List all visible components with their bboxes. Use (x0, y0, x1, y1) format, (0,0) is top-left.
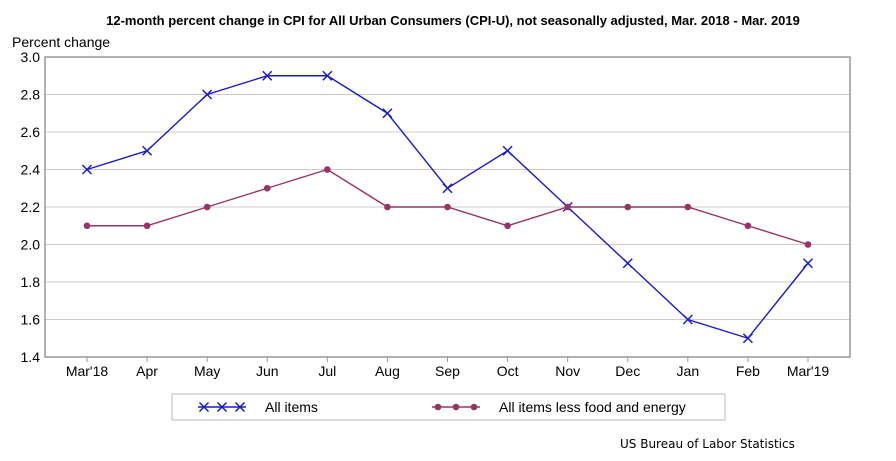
data-point (384, 203, 391, 211)
legend-marker (434, 403, 442, 411)
legend-marker (234, 401, 246, 413)
legend-marker (470, 403, 478, 411)
data-point (324, 166, 331, 173)
data-point (504, 222, 511, 230)
data-point (444, 203, 451, 211)
legend-marker (452, 403, 460, 411)
y-tick-label: 2.2 (21, 199, 41, 215)
x-tick-label: May (194, 363, 220, 379)
data-point (263, 184, 271, 192)
x-tick-label: Jan (677, 363, 700, 379)
x-tick-label: Jul (318, 363, 336, 379)
legend-marker (198, 401, 210, 413)
data-point (83, 222, 91, 230)
data-point (322, 70, 333, 81)
legend-label: All items less food and energy (499, 399, 686, 415)
data-point (262, 70, 273, 81)
x-tick-label: Aug (375, 363, 400, 379)
data-point (622, 258, 633, 269)
x-tick-label: Mar'19 (787, 363, 830, 379)
chart-title: 12-month percent change in CPI for All U… (106, 13, 800, 28)
x-tick-label: Nov (555, 363, 580, 379)
y-tick-label: 2.4 (21, 162, 41, 178)
data-point (202, 89, 213, 100)
y-tick-label: 1.6 (21, 312, 41, 328)
data-point (442, 183, 453, 194)
data-point (142, 145, 153, 156)
x-tick-label: Dec (615, 363, 640, 379)
y-tick-label: 2.0 (21, 237, 41, 253)
y-tick-label: 3.0 (21, 49, 41, 65)
data-point (684, 203, 692, 211)
data-point (382, 108, 393, 119)
data-point (564, 203, 571, 211)
x-tick-label: Apr (136, 363, 158, 379)
legend-marker (216, 401, 228, 413)
x-tick-label: Jun (256, 363, 279, 379)
data-point (502, 145, 513, 156)
data-point (81, 164, 93, 175)
data-point (804, 241, 812, 248)
y-tick-label: 1.4 (21, 349, 41, 365)
source-note: US Bureau of Labor Statistics (620, 437, 795, 451)
y-axis-label: Percent change (12, 34, 110, 50)
data-point (742, 333, 753, 344)
x-tick-label: Sep (435, 363, 460, 379)
y-tick-label: 2.8 (21, 87, 41, 103)
legend-label: All items (265, 399, 318, 415)
y-tick-label: 2.6 (21, 124, 41, 140)
data-point (744, 222, 752, 230)
x-tick-label: Mar'18 (66, 363, 109, 379)
x-tick-label: Oct (497, 363, 519, 379)
data-point (802, 258, 814, 269)
data-point (624, 203, 632, 211)
data-point (143, 222, 151, 230)
data-point (682, 314, 693, 325)
y-tick-label: 1.8 (21, 274, 41, 290)
data-point (203, 203, 211, 211)
x-tick-label: Feb (736, 363, 760, 379)
